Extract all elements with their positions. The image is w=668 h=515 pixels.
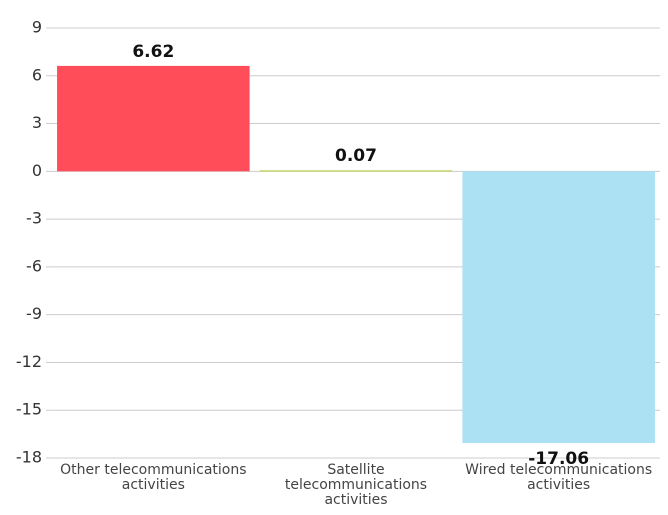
- y-tick-label: 9: [32, 18, 42, 37]
- y-tick-label: -3: [26, 209, 42, 228]
- y-tick-label: 0: [32, 161, 42, 180]
- bar: [57, 65, 250, 172]
- x-tick-label: Other telecommunications activities: [60, 462, 247, 493]
- y-tick-label: 3: [32, 113, 42, 132]
- y-tick-label: -12: [16, 352, 42, 371]
- y-tick-label: -15: [16, 400, 42, 419]
- y-tick-label: -18: [16, 448, 42, 467]
- x-tick-label: Satellite telecommunications activities: [284, 462, 428, 508]
- y-tick-label: -9: [26, 304, 42, 323]
- y-tick-label: -6: [26, 256, 42, 275]
- value-label: -17.06: [528, 449, 589, 469]
- y-tick-label: 6: [32, 65, 42, 84]
- bar: [462, 171, 655, 444]
- bar: [259, 170, 453, 172]
- x-tick-label: Wired telecommunications activities: [465, 462, 653, 493]
- value-label: 0.07: [335, 146, 377, 166]
- value-label: 6.62: [132, 42, 174, 62]
